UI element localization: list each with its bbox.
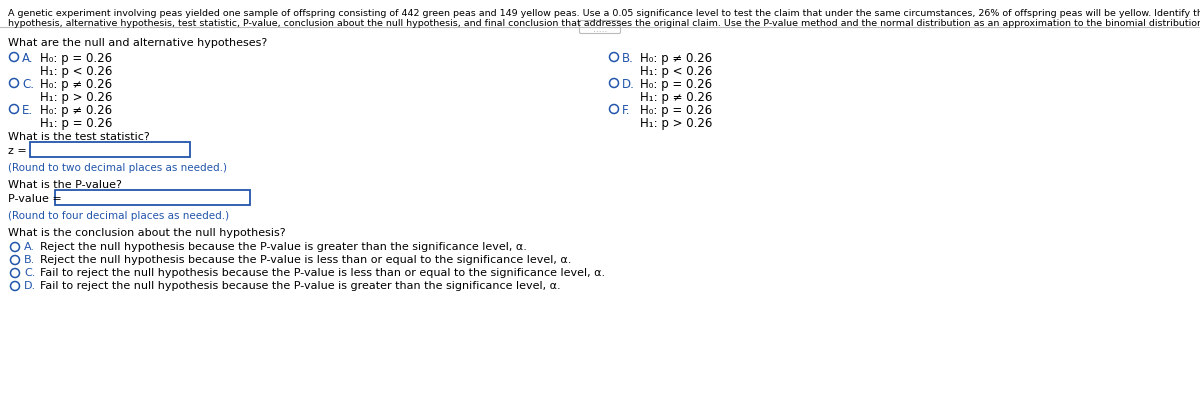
Text: H₀: p = 0.26: H₀: p = 0.26 bbox=[640, 78, 712, 91]
Text: B.: B. bbox=[622, 52, 634, 65]
Text: What is the P-value?: What is the P-value? bbox=[8, 180, 122, 190]
Text: A.: A. bbox=[24, 242, 35, 252]
Text: H₀: p = 0.26: H₀: p = 0.26 bbox=[40, 52, 112, 65]
FancyBboxPatch shape bbox=[55, 190, 250, 205]
Text: H₁: p ≠ 0.26: H₁: p ≠ 0.26 bbox=[640, 91, 713, 104]
Text: P-value =: P-value = bbox=[8, 194, 65, 204]
Text: B.: B. bbox=[24, 255, 35, 265]
FancyBboxPatch shape bbox=[30, 142, 190, 157]
Text: H₀: p = 0.26: H₀: p = 0.26 bbox=[640, 104, 712, 117]
Text: A genetic experiment involving peas yielded one sample of offspring consisting o: A genetic experiment involving peas yiel… bbox=[8, 9, 1200, 18]
Text: C.: C. bbox=[24, 268, 35, 278]
Text: H₁: p < 0.26: H₁: p < 0.26 bbox=[640, 65, 713, 78]
Text: F.: F. bbox=[622, 104, 630, 117]
Text: What is the test statistic?: What is the test statistic? bbox=[8, 132, 150, 142]
Text: H₁: p < 0.26: H₁: p < 0.26 bbox=[40, 65, 113, 78]
Text: (Round to four decimal places as needed.): (Round to four decimal places as needed.… bbox=[8, 211, 229, 221]
Text: H₀: p ≠ 0.26: H₀: p ≠ 0.26 bbox=[640, 52, 712, 65]
Text: H₁: p > 0.26: H₁: p > 0.26 bbox=[40, 91, 113, 104]
Text: E.: E. bbox=[22, 104, 34, 117]
Text: C.: C. bbox=[22, 78, 34, 91]
Text: hypothesis, alternative hypothesis, test statistic, P-value, conclusion about th: hypothesis, alternative hypothesis, test… bbox=[8, 19, 1200, 28]
Text: z =: z = bbox=[8, 146, 30, 156]
Text: (Round to two decimal places as needed.): (Round to two decimal places as needed.) bbox=[8, 163, 227, 173]
Text: D.: D. bbox=[622, 78, 635, 91]
Text: A.: A. bbox=[22, 52, 34, 65]
Text: Reject the null hypothesis because the P-value is greater than the significance : Reject the null hypothesis because the P… bbox=[40, 242, 527, 252]
Text: H₁: p > 0.26: H₁: p > 0.26 bbox=[640, 117, 713, 130]
FancyBboxPatch shape bbox=[580, 21, 620, 34]
Text: What are the null and alternative hypotheses?: What are the null and alternative hypoth… bbox=[8, 38, 268, 48]
Text: D.: D. bbox=[24, 281, 36, 291]
Text: Fail to reject the null hypothesis because the P-value is less than or equal to : Fail to reject the null hypothesis becau… bbox=[40, 268, 605, 278]
Text: Reject the null hypothesis because the P-value is less than or equal to the sign: Reject the null hypothesis because the P… bbox=[40, 255, 571, 265]
Text: What is the conclusion about the null hypothesis?: What is the conclusion about the null hy… bbox=[8, 228, 286, 238]
Text: H₀: p ≠ 0.26: H₀: p ≠ 0.26 bbox=[40, 78, 112, 91]
Text: H₀: p ≠ 0.26: H₀: p ≠ 0.26 bbox=[40, 104, 112, 117]
Text: .....: ..... bbox=[593, 24, 607, 34]
Text: Fail to reject the null hypothesis because the P-value is greater than the signi: Fail to reject the null hypothesis becau… bbox=[40, 281, 560, 291]
Text: H₁: p = 0.26: H₁: p = 0.26 bbox=[40, 117, 113, 130]
